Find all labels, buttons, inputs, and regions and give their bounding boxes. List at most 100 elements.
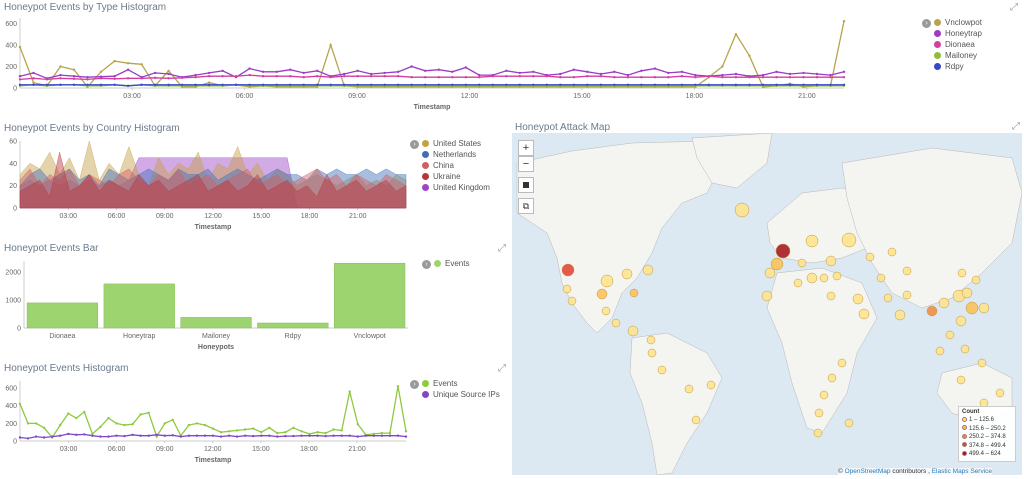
data-point: [195, 422, 199, 425]
expand-icon[interactable]: ⤢: [498, 363, 506, 374]
legend-item[interactable]: Netherlands: [410, 149, 490, 160]
data-point: [388, 434, 392, 437]
legend-item[interactable]: Honeytrap: [922, 28, 982, 39]
data-point: [275, 83, 278, 87]
fit-bounds-button[interactable]: ⧉: [518, 198, 534, 214]
map-marker: [902, 266, 912, 276]
data-point: [32, 71, 35, 75]
data-point: [234, 75, 238, 78]
map-marker: [858, 308, 870, 320]
map-marker: [825, 255, 837, 267]
map-marker: [852, 293, 864, 305]
data-point: [559, 83, 562, 87]
data-point: [275, 70, 278, 74]
data-point: [316, 83, 319, 87]
world-map-canvas[interactable]: [512, 133, 1022, 475]
map-marker: [629, 288, 639, 298]
category-label: Rdpy: [285, 333, 302, 340]
draw-rectangle-button[interactable]: [518, 177, 534, 193]
legend-swatch: [422, 151, 429, 158]
legend-item[interactable]: Ukraine: [410, 171, 490, 182]
map-marker: [956, 375, 966, 385]
data-point: [613, 70, 616, 74]
x-tick-label: 03:00: [59, 213, 77, 220]
world-map[interactable]: [512, 133, 1022, 475]
events-bar-legend: › Events: [422, 258, 469, 269]
data-point: [221, 83, 224, 87]
x-tick-label: 21:00: [348, 446, 366, 453]
legend-item[interactable]: Rdpy: [922, 61, 982, 72]
legend-toggle-icon[interactable]: ›: [922, 19, 931, 28]
data-point: [126, 62, 130, 65]
data-point: [370, 75, 373, 78]
data-point: [261, 83, 265, 87]
data-point: [45, 78, 49, 81]
data-point: [302, 83, 305, 87]
legend-item[interactable]: China: [410, 160, 490, 171]
data-point: [302, 71, 305, 75]
data-point: [640, 83, 643, 87]
data-point: [59, 83, 62, 87]
legend-swatch: [934, 52, 941, 59]
data-point: [276, 431, 279, 435]
zoom-out-button[interactable]: −: [518, 156, 534, 172]
data-point: [107, 435, 110, 438]
data-point: [268, 434, 271, 437]
x-tick-label: 15:00: [252, 446, 270, 453]
map-marker: [793, 278, 803, 288]
data-point: [518, 71, 521, 75]
square-icon: [523, 182, 529, 188]
data-point: [59, 423, 62, 427]
legend-swatch: [434, 260, 441, 267]
data-point: [179, 435, 182, 438]
legend-item[interactable]: › Vnclowpot: [922, 17, 982, 28]
zoom-in-button[interactable]: +: [518, 140, 534, 156]
expand-icon[interactable]: ⤢: [498, 243, 506, 254]
data-point: [227, 430, 231, 433]
data-point: [260, 434, 263, 437]
map-marker: [938, 297, 950, 309]
x-tick-label: 06:00: [108, 213, 126, 220]
category-label: Honeytrap: [123, 333, 155, 340]
contributors-text: contributors ,: [892, 468, 930, 475]
legend-swatch: [422, 391, 429, 398]
data-point: [34, 422, 38, 425]
x-tick-label: 03:00: [123, 93, 141, 100]
data-point: [721, 65, 724, 68]
data-point: [227, 434, 231, 437]
africa-land: [766, 267, 878, 434]
data-point: [72, 75, 76, 78]
legend-item[interactable]: United Kingdom: [410, 182, 490, 193]
data-point: [276, 435, 279, 438]
data-point: [788, 76, 792, 79]
map-marker: [647, 348, 657, 358]
expand-icon[interactable]: ⤢: [1010, 2, 1018, 13]
legend-item[interactable]: Unique Source IPs: [410, 389, 500, 400]
map-marker: [965, 301, 979, 315]
map-marker: [806, 272, 818, 284]
legend-item[interactable]: › United States: [410, 138, 490, 149]
data-point: [586, 83, 589, 87]
osm-link[interactable]: OpenStreetMap: [844, 468, 891, 475]
x-axis-title: Honeypots: [198, 344, 234, 351]
data-point: [140, 77, 143, 80]
legend-item[interactable]: Dionaea: [922, 39, 982, 50]
data-point: [207, 81, 211, 84]
data-point: [203, 423, 207, 427]
map-marker: [775, 243, 791, 259]
legend-item[interactable]: › Events: [410, 378, 500, 389]
expand-icon[interactable]: ⤢: [1012, 121, 1020, 132]
legend-toggle-icon[interactable]: ›: [410, 140, 419, 149]
map-legend-swatch: [962, 416, 967, 422]
data-point: [410, 76, 413, 79]
data-point: [51, 435, 54, 438]
ems-link[interactable]: Elastic Maps Service: [931, 468, 993, 475]
y-tick-label: 600: [5, 21, 17, 28]
legend-toggle-icon[interactable]: ›: [422, 260, 431, 269]
legend-item[interactable]: Mailoney: [922, 50, 982, 61]
data-point: [397, 75, 400, 78]
legend-toggle-icon[interactable]: ›: [410, 380, 419, 389]
legend-item[interactable]: › Events: [422, 258, 469, 269]
data-point: [437, 83, 440, 87]
data-point: [244, 434, 247, 437]
